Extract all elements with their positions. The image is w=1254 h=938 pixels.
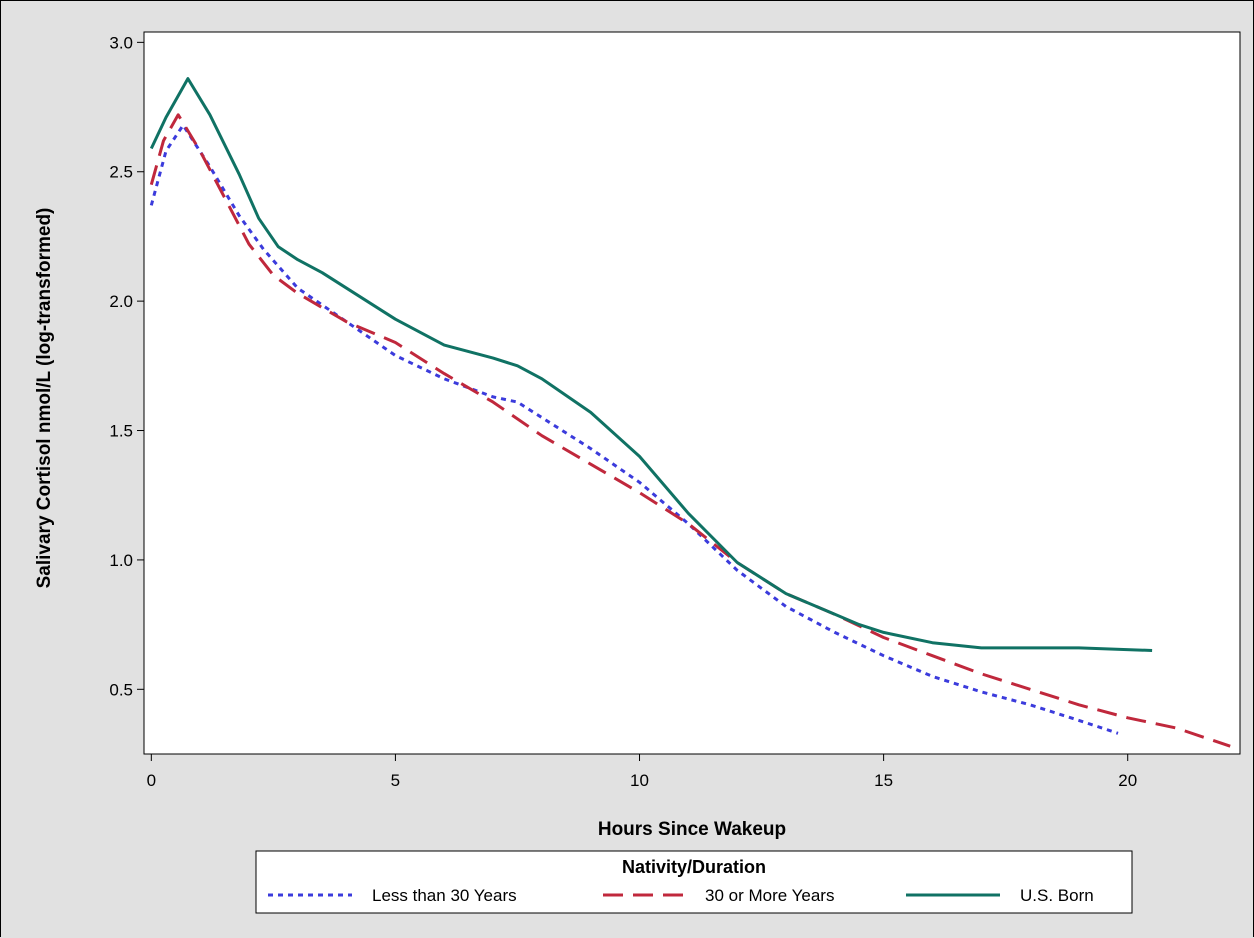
y-axis-title: Salivary Cortisol nmol/L (log-transforme… bbox=[34, 208, 55, 589]
legend: Nativity/Duration Less than 30 Years 30 o… bbox=[255, 850, 1133, 914]
y-axis: 0.5 1.0 1.5 2.0 2.5 3.0 bbox=[109, 33, 144, 699]
series-layer bbox=[149, 77, 1231, 748]
x-tick-label: 15 bbox=[874, 771, 893, 790]
legend-title: Nativity/Duration bbox=[622, 857, 766, 877]
y-tick-label: 1.0 bbox=[109, 551, 133, 570]
x-axis: 0 5 10 15 20 bbox=[147, 754, 1137, 790]
legend-items: Less than 30 Years 30 or More Years U.S. B… bbox=[268, 886, 1094, 905]
legend-label: Less than 30 Years bbox=[372, 886, 517, 905]
legend-label: U.S. Born bbox=[1020, 886, 1094, 905]
legend-label: 30 or More Years bbox=[705, 886, 834, 905]
x-tick-label: 20 bbox=[1118, 771, 1137, 790]
series-line bbox=[149, 77, 1153, 652]
legend-box bbox=[255, 850, 1133, 914]
series-line bbox=[149, 123, 1119, 735]
y-tick-label: 0.5 bbox=[109, 680, 133, 699]
x-axis-title: Hours Since Wakeup bbox=[598, 819, 786, 840]
x-tick-label: 5 bbox=[391, 771, 400, 790]
y-tick-label: 2.5 bbox=[109, 163, 133, 182]
y-tick-label: 1.5 bbox=[109, 422, 133, 441]
y-tick-label: 2.0 bbox=[109, 292, 133, 311]
plot-area bbox=[143, 31, 1241, 755]
series-line bbox=[149, 113, 1231, 748]
x-tick-label: 0 bbox=[147, 771, 156, 790]
y-tick-label: 3.0 bbox=[109, 33, 133, 52]
x-tick-label: 10 bbox=[630, 771, 649, 790]
